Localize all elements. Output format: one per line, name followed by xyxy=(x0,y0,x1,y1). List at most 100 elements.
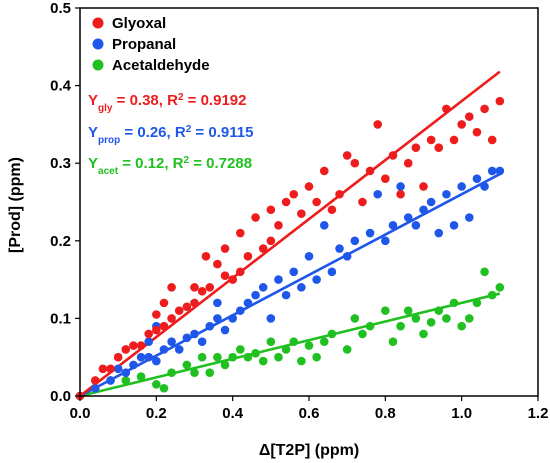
point-glyoxal xyxy=(113,352,123,362)
y-tick-label: 0.5 xyxy=(50,0,71,17)
point-glyoxal xyxy=(350,158,360,168)
annotation-acetaldehyde: Yacet = 0.12, R2 = 0.7288 xyxy=(88,155,252,177)
point-acetaldehyde xyxy=(388,337,398,346)
point-acetaldehyde xyxy=(274,352,283,362)
point-acetaldehyde xyxy=(312,352,321,362)
point-propanal xyxy=(381,236,390,246)
point-propanal xyxy=(319,220,329,230)
point-glyoxal xyxy=(236,267,245,277)
point-glyoxal xyxy=(266,236,276,246)
point-propanal xyxy=(396,182,405,191)
point-glyoxal xyxy=(327,205,337,215)
y-tick-label: 0.3 xyxy=(50,155,71,172)
point-acetaldehyde xyxy=(419,329,428,339)
annotation-propanal: Yprop = 0.26, R2 = 0.9115 xyxy=(88,124,253,146)
point-propanal xyxy=(274,275,283,284)
legend: Glyoxal Propanal Acetaldehyde xyxy=(92,15,210,74)
point-glyoxal xyxy=(106,364,115,374)
point-propanal xyxy=(205,321,215,331)
point-propanal xyxy=(266,314,276,323)
point-acetaldehyde xyxy=(205,368,215,378)
point-propanal xyxy=(335,244,344,253)
point-acetaldehyde xyxy=(159,383,169,393)
point-glyoxal xyxy=(98,364,108,374)
point-propanal xyxy=(113,364,123,374)
point-acetaldehyde xyxy=(136,372,146,381)
point-glyoxal xyxy=(228,275,237,284)
point-acetaldehyde xyxy=(167,368,176,378)
fit-line-propanal xyxy=(79,172,501,398)
point-glyoxal xyxy=(403,158,413,168)
x-tick-label: 0.8 xyxy=(375,405,396,422)
point-acetaldehyde xyxy=(304,341,314,350)
point-propanal xyxy=(190,329,199,339)
point-acetaldehyde xyxy=(449,298,459,308)
point-glyoxal xyxy=(373,120,383,129)
point-propanal xyxy=(327,267,337,277)
point-propanal xyxy=(281,290,291,300)
x-tick-label: 0.2 xyxy=(146,405,167,422)
point-propanal xyxy=(442,189,451,199)
point-glyoxal xyxy=(197,286,207,296)
point-glyoxal xyxy=(419,182,428,191)
point-glyoxal xyxy=(335,189,344,199)
point-propanal xyxy=(243,298,253,308)
point-acetaldehyde xyxy=(396,321,405,331)
point-acetaldehyde xyxy=(487,290,497,300)
point-acetaldehyde xyxy=(228,352,237,362)
point-propanal xyxy=(403,213,413,222)
point-acetaldehyde xyxy=(495,283,505,292)
legend-label-acetaldehyde: Acetaldehyde xyxy=(112,57,210,74)
point-propanal xyxy=(350,236,360,246)
point-propanal xyxy=(144,352,153,362)
point-acetaldehyde xyxy=(434,306,444,315)
point-propanal xyxy=(480,182,489,191)
point-glyoxal xyxy=(205,283,215,292)
point-glyoxal xyxy=(319,166,329,176)
point-propanal xyxy=(182,333,192,343)
point-acetaldehyde xyxy=(182,360,192,370)
annotation-glyoxal: Ygly = 0.38, R2 = 0.9192 xyxy=(88,92,246,114)
y-axis-label: [Prod] (ppm) xyxy=(7,157,24,253)
data-points xyxy=(75,96,505,401)
point-propanal xyxy=(251,290,260,300)
point-glyoxal xyxy=(167,314,176,323)
point-glyoxal xyxy=(220,244,230,253)
y-tick-label: 0.1 xyxy=(50,310,71,327)
point-propanal xyxy=(152,356,161,366)
point-glyoxal xyxy=(190,298,199,308)
point-glyoxal xyxy=(159,298,169,308)
point-propanal xyxy=(449,220,459,230)
point-glyoxal xyxy=(159,321,169,331)
point-glyoxal xyxy=(152,325,161,335)
point-propanal xyxy=(236,306,245,315)
point-propanal xyxy=(495,166,505,176)
point-glyoxal xyxy=(144,329,153,339)
point-acetaldehyde xyxy=(327,329,337,339)
point-acetaldehyde xyxy=(266,337,276,346)
point-glyoxal xyxy=(495,96,505,106)
point-glyoxal xyxy=(365,166,375,176)
point-glyoxal xyxy=(312,197,321,207)
point-acetaldehyde xyxy=(281,345,291,354)
point-glyoxal xyxy=(487,135,497,145)
point-glyoxal xyxy=(258,244,268,253)
point-glyoxal xyxy=(426,135,436,145)
point-glyoxal xyxy=(434,143,444,152)
point-acetaldehyde xyxy=(121,376,131,385)
point-acetaldehyde xyxy=(472,298,482,308)
point-propanal xyxy=(289,267,299,277)
point-glyoxal xyxy=(457,120,466,129)
point-acetaldehyde xyxy=(258,356,268,366)
point-glyoxal xyxy=(472,127,482,137)
point-propanal xyxy=(167,337,176,346)
point-propanal xyxy=(472,174,482,184)
point-glyoxal xyxy=(236,228,245,238)
point-acetaldehyde xyxy=(197,352,207,362)
point-propanal xyxy=(373,189,383,199)
axis-ticks: 0.0 0.2 0.4 0.6 0.8 1.0 1.2 0.0 0.1 0.2 0.3 0.4 0.5 xyxy=(50,0,548,422)
point-propanal xyxy=(465,213,474,222)
point-propanal xyxy=(342,252,352,261)
point-acetaldehyde xyxy=(236,345,245,354)
